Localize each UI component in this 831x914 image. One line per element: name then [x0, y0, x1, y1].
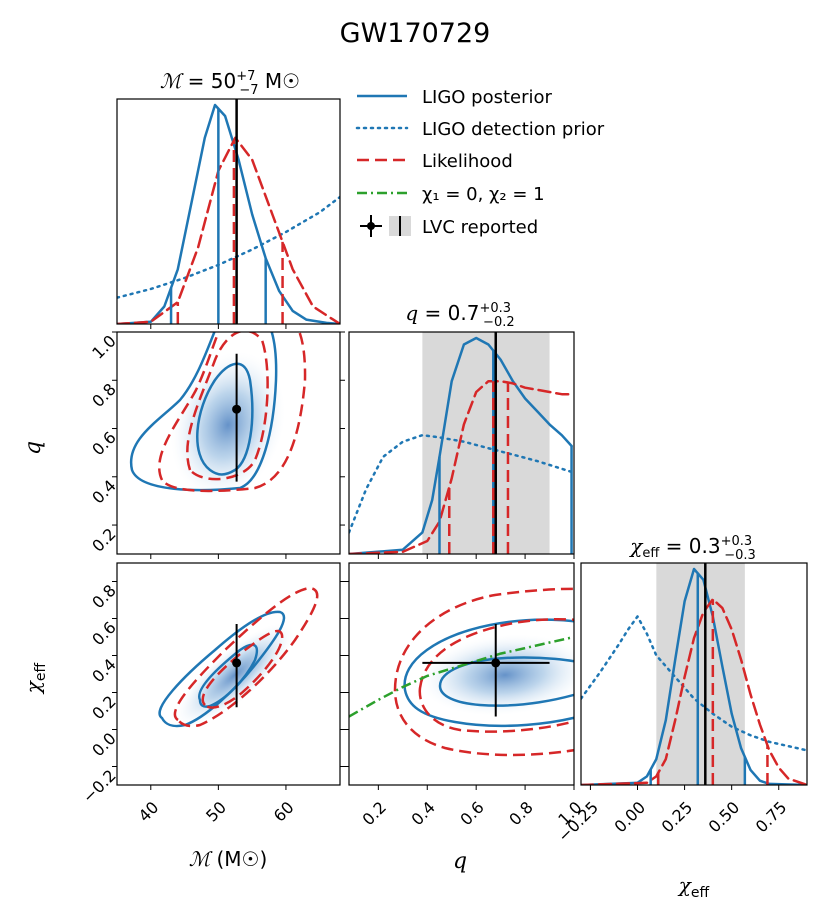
chi-eff-marginal — [581, 563, 807, 785]
likelihood-contour-inner — [186, 332, 269, 481]
x-tick-label: 0.6 — [456, 798, 487, 829]
panel-frame-chi-mc — [116, 562, 341, 786]
x-tick-label: 50 — [202, 798, 230, 826]
y-tick-label: 0.4 — [88, 655, 119, 686]
series-line-2 — [117, 136, 340, 324]
x-tick-label: 0.00 — [611, 798, 650, 837]
posterior-contour-inner — [198, 643, 259, 708]
y-tick-label: 0.6 — [88, 618, 119, 649]
series-line-0 — [117, 103, 340, 324]
posterior-contour-inner — [196, 362, 254, 476]
reported-chi-q-point — [491, 658, 501, 668]
series-line-0 — [581, 567, 807, 785]
series-line-0 — [349, 336, 573, 554]
legend-prior-label: LIGO detection prior — [422, 119, 605, 140]
series-line-1 — [349, 433, 573, 534]
legend-reported-label: LVC reported — [422, 217, 538, 238]
x-tick-label: 40 — [135, 798, 163, 826]
density-q-mc — [170, 351, 286, 499]
xlabel-mass-ratio: q — [453, 849, 467, 874]
likelihood-contour-inner — [201, 629, 284, 709]
series-line-2 — [349, 379, 573, 554]
figure-title: GW170729 — [340, 18, 491, 49]
x-tick-label: 0.8 — [505, 798, 536, 829]
panel-frame-q — [348, 331, 575, 555]
fixed-spin-curve — [349, 635, 574, 718]
reported-chi-mc-point — [232, 658, 242, 668]
fixed-spin-line — [349, 635, 574, 718]
ylabel-mass-ratio: q — [21, 441, 46, 455]
x-tick-label: 0.25 — [658, 798, 697, 837]
density-chi-mc — [175, 623, 295, 727]
panel-frame-chi-q — [348, 562, 575, 786]
x-tick-label: 60 — [270, 798, 298, 826]
legend-posterior-label: LIGO posterior — [422, 87, 553, 108]
y-tick-label: 0.4 — [88, 476, 119, 507]
y-tick-label: 0.0 — [88, 729, 119, 760]
chirp-mass-marginal — [117, 99, 340, 324]
likelihood-contour-outer — [173, 586, 319, 728]
x-tick-label: 0.50 — [705, 798, 744, 837]
legend: LIGO posterior LIGO detection prior Like… — [355, 87, 605, 238]
series-line-1 — [117, 195, 340, 299]
mass-ratio-title: q = 0.7+0.3 −0.2 — [405, 301, 514, 330]
ylabel-chi-eff: χeff — [21, 662, 49, 695]
series-line-2 — [581, 597, 807, 785]
y-tick-label: 0.2 — [88, 692, 119, 723]
likelihood-contour-outer — [158, 332, 307, 493]
xlabel-chirp-mass: ℳ (M☉) — [189, 847, 268, 871]
legend-likelihood-label: Likelihood — [422, 151, 513, 172]
y-tick-label: 0.8 — [88, 581, 119, 612]
mass-ratio-marginal — [349, 332, 573, 554]
x-tick-label: 0.75 — [752, 798, 791, 837]
likelihood-contour-inner — [418, 618, 574, 733]
y-tick-label: 0.2 — [88, 524, 119, 555]
panel-frame-q-mc — [116, 331, 341, 555]
y-tick-label: −0.2 — [79, 766, 120, 807]
x-tick-label: 0.2 — [359, 798, 390, 829]
y-tick-label: 1.0 — [88, 331, 119, 362]
reported-band-q — [422, 332, 550, 554]
reported-q-mc-point — [232, 404, 242, 414]
likelihood-contour-outer — [393, 587, 574, 757]
series-line-1 — [581, 615, 807, 752]
chi-eff-title: χeff = 0.3+0.3 −0.3 — [628, 534, 756, 563]
y-tick-label: 0.8 — [88, 380, 119, 411]
reported-markers — [232, 353, 550, 717]
panel-frame-chi — [580, 562, 808, 786]
reported-band-chi — [656, 563, 745, 785]
panel-frame-mc — [116, 98, 341, 325]
density-chi-q — [420, 634, 574, 716]
xlabel-chi-eff: χeff — [677, 873, 710, 901]
posterior-contour-outer — [403, 618, 574, 728]
legend-reported-dot — [367, 222, 375, 230]
x-tick-label: 0.4 — [407, 798, 438, 829]
chirp-mass-title: ℳ = 50+7 −7 M☉ — [160, 69, 300, 98]
y-tick-label: 0.6 — [88, 428, 119, 459]
legend-fixed-spin-label: χ₁ = 0, χ₂ = 1 — [422, 184, 545, 205]
